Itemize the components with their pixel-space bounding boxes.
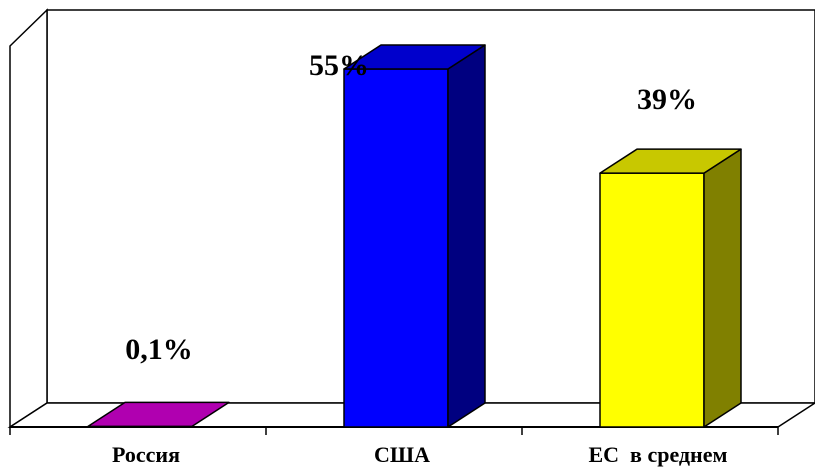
bar-top-face [87, 401, 230, 428]
bar [599, 148, 742, 428]
data-labels-group: 0,1% 55% 39% [125, 49, 697, 366]
category-label: США [374, 442, 430, 467]
category-label: Россия [112, 442, 180, 467]
bar-front-face [599, 172, 705, 428]
bar-side-face [703, 148, 742, 428]
bar [343, 44, 486, 428]
data-label: 55% [309, 49, 369, 82]
category-label: ЕС в среднем [589, 442, 728, 467]
bar-top-face [599, 148, 742, 174]
bar [87, 401, 230, 428]
category-labels-group: Россия США ЕС в среднем [112, 442, 727, 467]
bar-front-face [343, 68, 449, 428]
data-label: 39% [637, 83, 697, 116]
data-label: 0,1% [125, 333, 193, 366]
bar-top-face [343, 44, 486, 70]
side-wall [9, 8, 48, 429]
bars-group [87, 44, 742, 428]
x-axis-ticks [9, 427, 779, 435]
bar-side-face [447, 44, 486, 428]
